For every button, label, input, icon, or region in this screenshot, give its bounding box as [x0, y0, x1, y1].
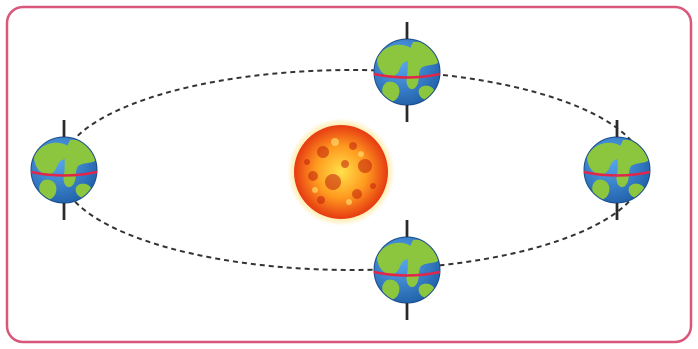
- earth-top-globe-icon: [373, 22, 441, 122]
- earth-left-globe-icon: [30, 120, 98, 220]
- earth-right-globe-icon: [583, 120, 651, 220]
- earth-bottom-globe-icon: [373, 220, 441, 320]
- sun-icon: [287, 118, 395, 226]
